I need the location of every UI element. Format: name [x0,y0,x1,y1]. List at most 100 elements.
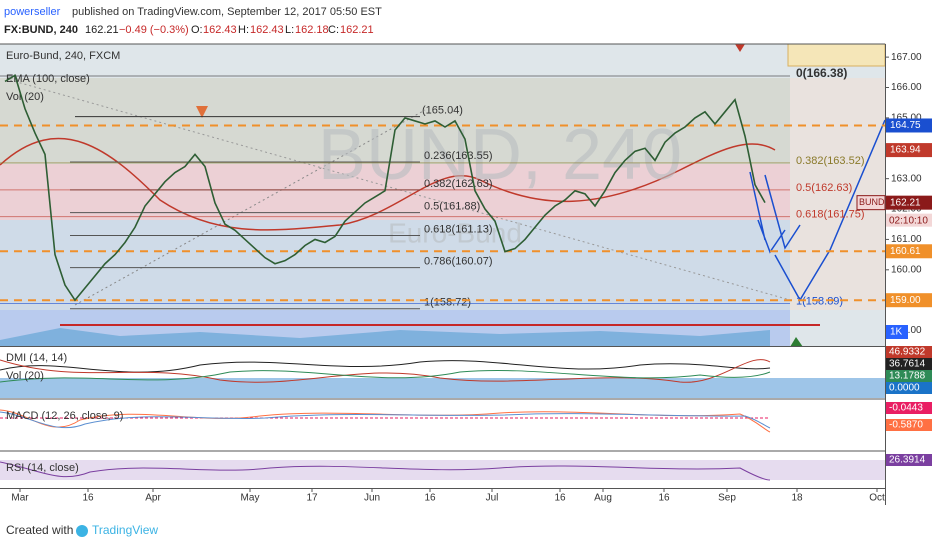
price-line [4,74,766,302]
price-tag-label: 160.61 [890,246,921,257]
value-tag [886,419,932,431]
value-tag [886,370,932,382]
label: L: [285,24,294,36]
volume-tag-label: 1K [890,327,903,338]
x-tick-label: Oct [869,493,885,504]
label: O: [191,24,203,36]
x-tick-label: 16 [658,493,670,504]
zone [0,78,790,164]
y-tick-label: 167.00 [891,52,922,63]
arrow-up [790,337,803,347]
x-tick-label: Mar [11,493,29,504]
volume-area [0,378,885,398]
x-tick-label: Jul [486,493,499,504]
price-tag [886,244,932,259]
x-tick-label: Sep [718,493,736,504]
price-tag [886,143,932,158]
price-tag [886,293,932,308]
rsi-line [0,461,771,481]
value-tag [886,454,932,466]
x-tick-label: 17 [306,493,318,504]
pane-title: MACD (12, 26, close, 9) [6,410,123,422]
fib-label: 0.618(161.75) [796,209,865,221]
volume-tag [886,325,908,339]
pane-subtitle: Vol (20) [6,370,44,382]
note-box [787,43,886,67]
symbol-tag [856,195,886,211]
macd-signal [0,411,771,429]
y-tick-label: 160.00 [891,264,922,275]
last: 162.21 [85,24,119,36]
volume [0,328,770,346]
fib-label: (165.04) [422,105,463,117]
low: 162.18 [295,24,329,36]
x-tick-label: 16 [82,493,94,504]
macd-line [0,409,771,433]
value-tag-label: -0.5870 [889,420,923,431]
fib-label: 0.382(163.52) [796,155,865,167]
value-tag-label: 36.7614 [889,359,926,370]
footer-created: Created with [6,523,73,537]
y-tick-label: 161.00 [891,234,922,245]
y-tick-label: 165.00 [891,113,922,124]
zone [790,78,885,310]
fib-label: 1(158.89) [796,295,843,307]
indicator-label: Vol (20) [6,91,44,103]
fib-label: 1(158.72) [424,297,471,309]
countdown: 02:10:10 [889,215,928,226]
fib-anchor [74,109,426,306]
fib-label: 0(166.38) [796,66,847,80]
x-tick-label: 16 [424,493,436,504]
x-tick-label: Jun [364,493,380,504]
value-tag-label: 0.0000 [889,383,920,394]
x-tick-label: 16 [554,493,566,504]
close: 162.21 [340,24,374,36]
change: −0.49 (−0.3%) [119,24,189,36]
value-tag-label: 46.9332 [889,347,926,358]
quote-line: FX:BUND, 240 162.21 −0.49 (−0.3%) O: 162… [4,24,374,36]
value-tag-label: 13.1788 [889,371,926,382]
value-tag-label: -0.0443 [889,403,923,414]
arrow-down [735,44,745,52]
open: 162.43 [203,24,237,36]
pane-bg [0,400,885,450]
price-tag-label: 162.21 [890,197,921,208]
ema-line [0,137,776,231]
pane-title: DMI (14, 14) [6,352,67,364]
published: published on TradingView.com, September … [72,6,382,18]
fib-label: 0.236(163.55) [424,150,493,162]
fib-label: 0.5(162.63) [796,182,852,194]
price-tag [886,118,932,133]
y-tick-label: 166.00 [891,82,922,93]
fib-label: 0.618(161.13) [424,223,493,235]
indicator-label: EMA (100, close) [6,73,90,85]
price-tag-label: 164.75 [890,120,921,131]
value-tag [886,346,932,358]
x-tick-label: May [241,493,260,504]
price-tag-label: 163.94 [890,145,921,156]
logo [76,525,88,537]
symbol: FX:BUND, 240 [4,24,78,36]
fib-label: 0.382(162.63) [424,178,493,190]
fib-label: 0.786(160.07) [424,256,493,268]
x-tick-label: 18 [791,493,803,504]
label: C: [328,24,339,36]
value-tag [886,358,932,370]
countdown-tag [886,213,932,227]
pane-title: RSI (14, close) [6,462,79,474]
label: H: [238,24,249,36]
value-tag [886,382,932,394]
dmi-line [0,360,771,373]
x-tick-label: Apr [145,493,161,504]
high: 162.43 [250,24,284,36]
author[interactable]: powerseller [4,6,61,18]
fib-label: 0.5(161.88) [424,201,480,213]
arrow-down [196,106,208,118]
price-tag [886,195,932,210]
price-tag-label: 159.00 [890,295,921,306]
y-tick-label: 163.00 [891,173,922,184]
dmi-line [0,370,771,383]
footer-brand[interactable]: TradingView [92,523,158,537]
watermark: BUND, 240 [318,115,682,195]
